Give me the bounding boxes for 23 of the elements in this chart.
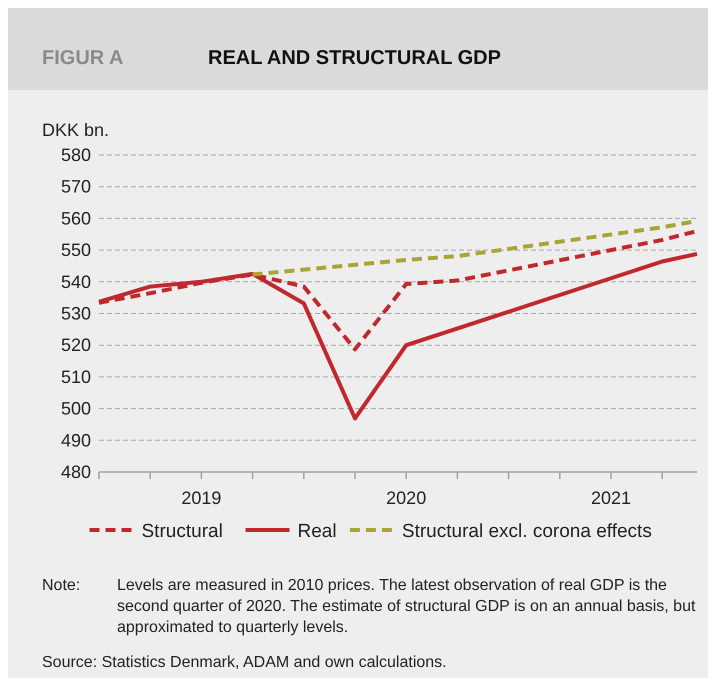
y-tick-label: 530 [60, 304, 91, 324]
text: Levels are measured in 2010 prices. The latest observation of real GDP is the second quarter of 2020. The estimate of structural GDP is on an annual basis, but approximated to quarterly levels. [117, 577, 696, 636]
y-tick-label: 560 [60, 208, 91, 228]
chart-subtitle: FIGUR A [42, 47, 124, 69]
y-tick-label: 570 [60, 176, 91, 197]
y-tick-label: 480 [60, 462, 91, 482]
text: Note: [42, 577, 80, 594]
y-tick-label: 500 [60, 398, 91, 419]
legend-label: Structural excl. corona effects [402, 521, 652, 542]
x-tick-label: 2019 [181, 488, 222, 508]
y-axis-title: DKK bn. [42, 120, 110, 140]
legend-label: Real [298, 521, 337, 542]
x-tick-label: 2020 [386, 488, 426, 508]
y-tick-label: 520 [60, 335, 91, 356]
source-note: Source: Statistics Denmark, ADAM and own calculations. [42, 654, 447, 671]
y-tick-label: 490 [60, 430, 91, 450]
legend-label: Structural [142, 521, 223, 542]
y-tick-label: 580 [60, 145, 91, 165]
y-tick-label: 550 [60, 240, 91, 260]
y-tick-label: 540 [60, 272, 91, 292]
x-tick-label: 2021 [590, 488, 632, 508]
y-tick-label: 510 [60, 366, 91, 387]
chart-title: REAL AND STRUCTURAL GDP [208, 47, 501, 69]
